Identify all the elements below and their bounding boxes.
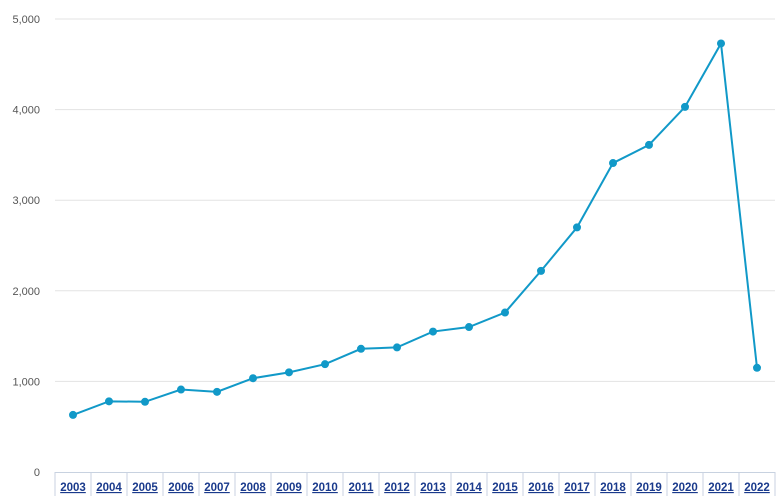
- x-tick-label-2004[interactable]: 2004: [96, 482, 122, 494]
- y-tick-label: 1,000: [12, 376, 40, 388]
- data-point-2019[interactable]: [645, 140, 653, 149]
- data-point-2017[interactable]: [573, 223, 581, 232]
- x-tick-label-2005[interactable]: 2005: [132, 482, 158, 494]
- x-tick-label-2007[interactable]: 2007: [204, 482, 230, 494]
- data-point-2014[interactable]: [465, 323, 473, 332]
- data-point-2004[interactable]: [105, 397, 113, 406]
- x-tick-label-2003[interactable]: 2003: [60, 482, 86, 494]
- x-tick-label-2012[interactable]: 2012: [384, 482, 410, 494]
- x-tick-label-2020[interactable]: 2020: [672, 482, 698, 494]
- data-point-2020[interactable]: [681, 102, 689, 111]
- y-tick-label: 4,000: [12, 105, 40, 117]
- x-tick-label-2008[interactable]: 2008: [240, 482, 266, 494]
- data-point-2018[interactable]: [609, 159, 617, 168]
- x-tick-label-2016[interactable]: 2016: [528, 482, 554, 494]
- data-point-2010[interactable]: [321, 360, 329, 369]
- x-tick-label-2006[interactable]: 2006: [168, 482, 194, 494]
- x-tick-label-2017[interactable]: 2017: [564, 482, 590, 494]
- x-tick-label-2014[interactable]: 2014: [456, 482, 482, 494]
- x-tick-label-2011[interactable]: 2011: [349, 482, 375, 494]
- data-point-2012[interactable]: [393, 343, 401, 352]
- grid-lines: [55, 18, 775, 473]
- y-tick-label: 3,000: [12, 195, 40, 207]
- data-point-2003[interactable]: [69, 410, 77, 419]
- x-axis-ticks: 2003 2004 2005 2006 2007 2008 2009 2010 2011 2012…: [54, 472, 776, 496]
- y-tick-label: 2,000: [12, 286, 40, 298]
- y-tick-label: 0: [34, 467, 40, 479]
- x-tick-label-2010[interactable]: 2010: [312, 482, 338, 494]
- x-tick-label-2019[interactable]: 2019: [636, 482, 662, 494]
- data-point-2007[interactable]: [213, 387, 221, 396]
- x-tick-label-2022[interactable]: 2022: [744, 482, 770, 494]
- x-tick-label-2021[interactable]: 2021: [708, 482, 734, 494]
- x-tick-label-2018[interactable]: 2018: [600, 482, 626, 494]
- data-point-2021[interactable]: [717, 39, 725, 48]
- data-point-2015[interactable]: [501, 308, 509, 317]
- data-point-2008[interactable]: [249, 374, 257, 383]
- x-tick-label-2009[interactable]: 2009: [276, 482, 302, 494]
- y-tick-label: 5,000: [12, 14, 40, 26]
- x-tick-label-2013[interactable]: 2013: [420, 482, 446, 494]
- data-point-2009[interactable]: [285, 368, 293, 377]
- y-axis-ticks: 0 1,000 2,000 3,000 4,000 5,000: [12, 14, 40, 479]
- series-layer: [69, 39, 761, 419]
- data-point-2005[interactable]: [141, 397, 149, 406]
- x-tick-label-2015[interactable]: 2015: [492, 482, 518, 494]
- data-point-2011[interactable]: [357, 344, 365, 353]
- series-line: [72, 40, 758, 416]
- data-point-2006[interactable]: [177, 385, 185, 394]
- data-point-2016[interactable]: [537, 266, 545, 275]
- data-point-2013[interactable]: [429, 327, 437, 336]
- data-point-2022[interactable]: [753, 363, 761, 372]
